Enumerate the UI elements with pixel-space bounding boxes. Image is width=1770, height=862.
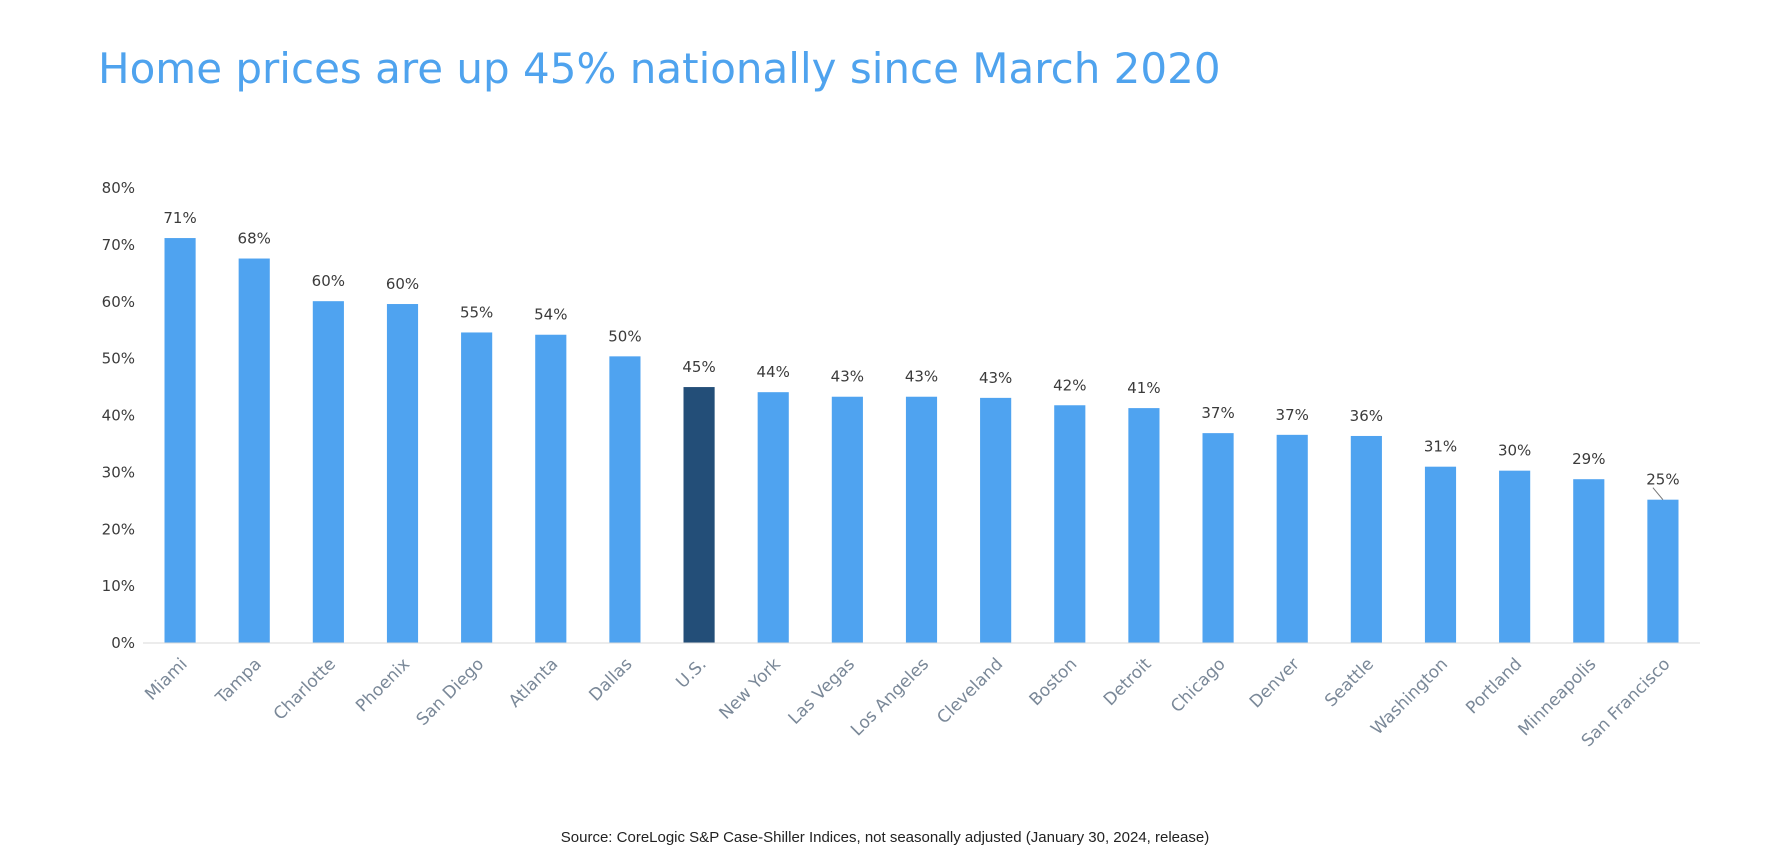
data-labels: 71% 68% 60% 60% 55% 54% 50% 45% 44% 43% 43% 43% 42% 4…: [163, 209, 1680, 500]
x-tick-label: Chicago: [1167, 654, 1229, 716]
bar: [609, 356, 641, 643]
data-label: 36%: [1350, 407, 1383, 425]
y-tick-label: 80%: [102, 179, 135, 197]
y-tick-label: 10%: [102, 577, 135, 595]
data-label: 60%: [312, 272, 345, 290]
data-label: 37%: [1201, 404, 1234, 422]
data-label: 42%: [1053, 376, 1086, 394]
x-tick-label: Dallas: [585, 654, 636, 705]
x-tick-label: Phoenix: [352, 654, 414, 716]
y-tick-label: 60%: [102, 293, 135, 311]
data-label: 41%: [1127, 379, 1160, 397]
y-tick-label: 50%: [102, 350, 135, 368]
data-label: 25%: [1646, 471, 1679, 489]
bar: [164, 238, 196, 644]
bar: [980, 397, 1012, 643]
bar: [1647, 499, 1679, 643]
data-label: 31%: [1424, 438, 1457, 456]
chart-title: Home prices are up 45% nationally since …: [98, 44, 1221, 93]
data-label: 55%: [460, 303, 493, 321]
y-tick-label: 20%: [102, 520, 135, 538]
bar: [1424, 466, 1457, 643]
bar: [1054, 405, 1086, 643]
y-tick-label: 30%: [102, 463, 135, 481]
data-label-leader-line: [1652, 487, 1664, 500]
bar: [1350, 435, 1382, 643]
x-tick-label: Denver: [1246, 654, 1304, 712]
x-tick-label: Los Angeles: [847, 654, 933, 740]
data-label: 54%: [534, 306, 567, 324]
bar: [312, 301, 344, 643]
bar: [535, 334, 567, 643]
y-tick-label: 70%: [102, 236, 135, 254]
x-tick-label: Seattle: [1321, 654, 1378, 711]
bar: [461, 332, 493, 643]
source-note: Source: CoreLogic S&P Case-Shiller Indic…: [560, 829, 1210, 846]
x-tick-label: San Diego: [413, 654, 489, 730]
data-label: 30%: [1498, 442, 1531, 460]
y-tick-label: 40%: [102, 407, 135, 425]
x-tick-label: Detroit: [1100, 654, 1156, 710]
data-label: 71%: [163, 209, 196, 227]
x-tick-label: Tampa: [211, 654, 265, 708]
y-tick-label: 0%: [111, 634, 135, 652]
data-label: 37%: [1276, 406, 1309, 424]
x-tick-label: Cleveland: [933, 654, 1007, 728]
bar: [1202, 433, 1234, 643]
data-label: 60%: [386, 275, 419, 293]
x-tick-label: U.S.: [672, 654, 710, 692]
bar: [1573, 479, 1605, 643]
bar: [386, 304, 419, 643]
bar: [757, 392, 789, 643]
x-tick-label: Las Vegas: [785, 654, 859, 728]
data-label: 43%: [905, 368, 938, 386]
x-tick-label: Boston: [1026, 654, 1082, 710]
x-tick-label: Washington: [1367, 654, 1452, 739]
bar: [1128, 408, 1160, 643]
x-tick-label: Atlanta: [505, 654, 562, 711]
bar: [1276, 434, 1308, 643]
data-label: 50%: [608, 327, 641, 345]
bar: [1499, 470, 1531, 643]
data-label: 45%: [682, 358, 715, 376]
data-label: 43%: [979, 369, 1012, 387]
x-tick-label: Miami: [141, 654, 191, 704]
bar: [831, 396, 863, 643]
data-label: 44%: [757, 363, 790, 381]
x-tick-label: New York: [716, 654, 785, 723]
y-axis: 0% 10% 20% 30% 40% 50% 60% 70% 80%: [102, 179, 135, 652]
x-tick-label: Portland: [1462, 654, 1526, 718]
x-tick-label: Charlotte: [270, 654, 340, 724]
bar: [238, 258, 270, 643]
data-label: 43%: [831, 368, 864, 386]
bar: [905, 396, 938, 643]
data-label: 68%: [238, 230, 271, 248]
bars: [164, 238, 1679, 644]
data-label: 29%: [1572, 450, 1605, 468]
bar: [683, 387, 715, 643]
